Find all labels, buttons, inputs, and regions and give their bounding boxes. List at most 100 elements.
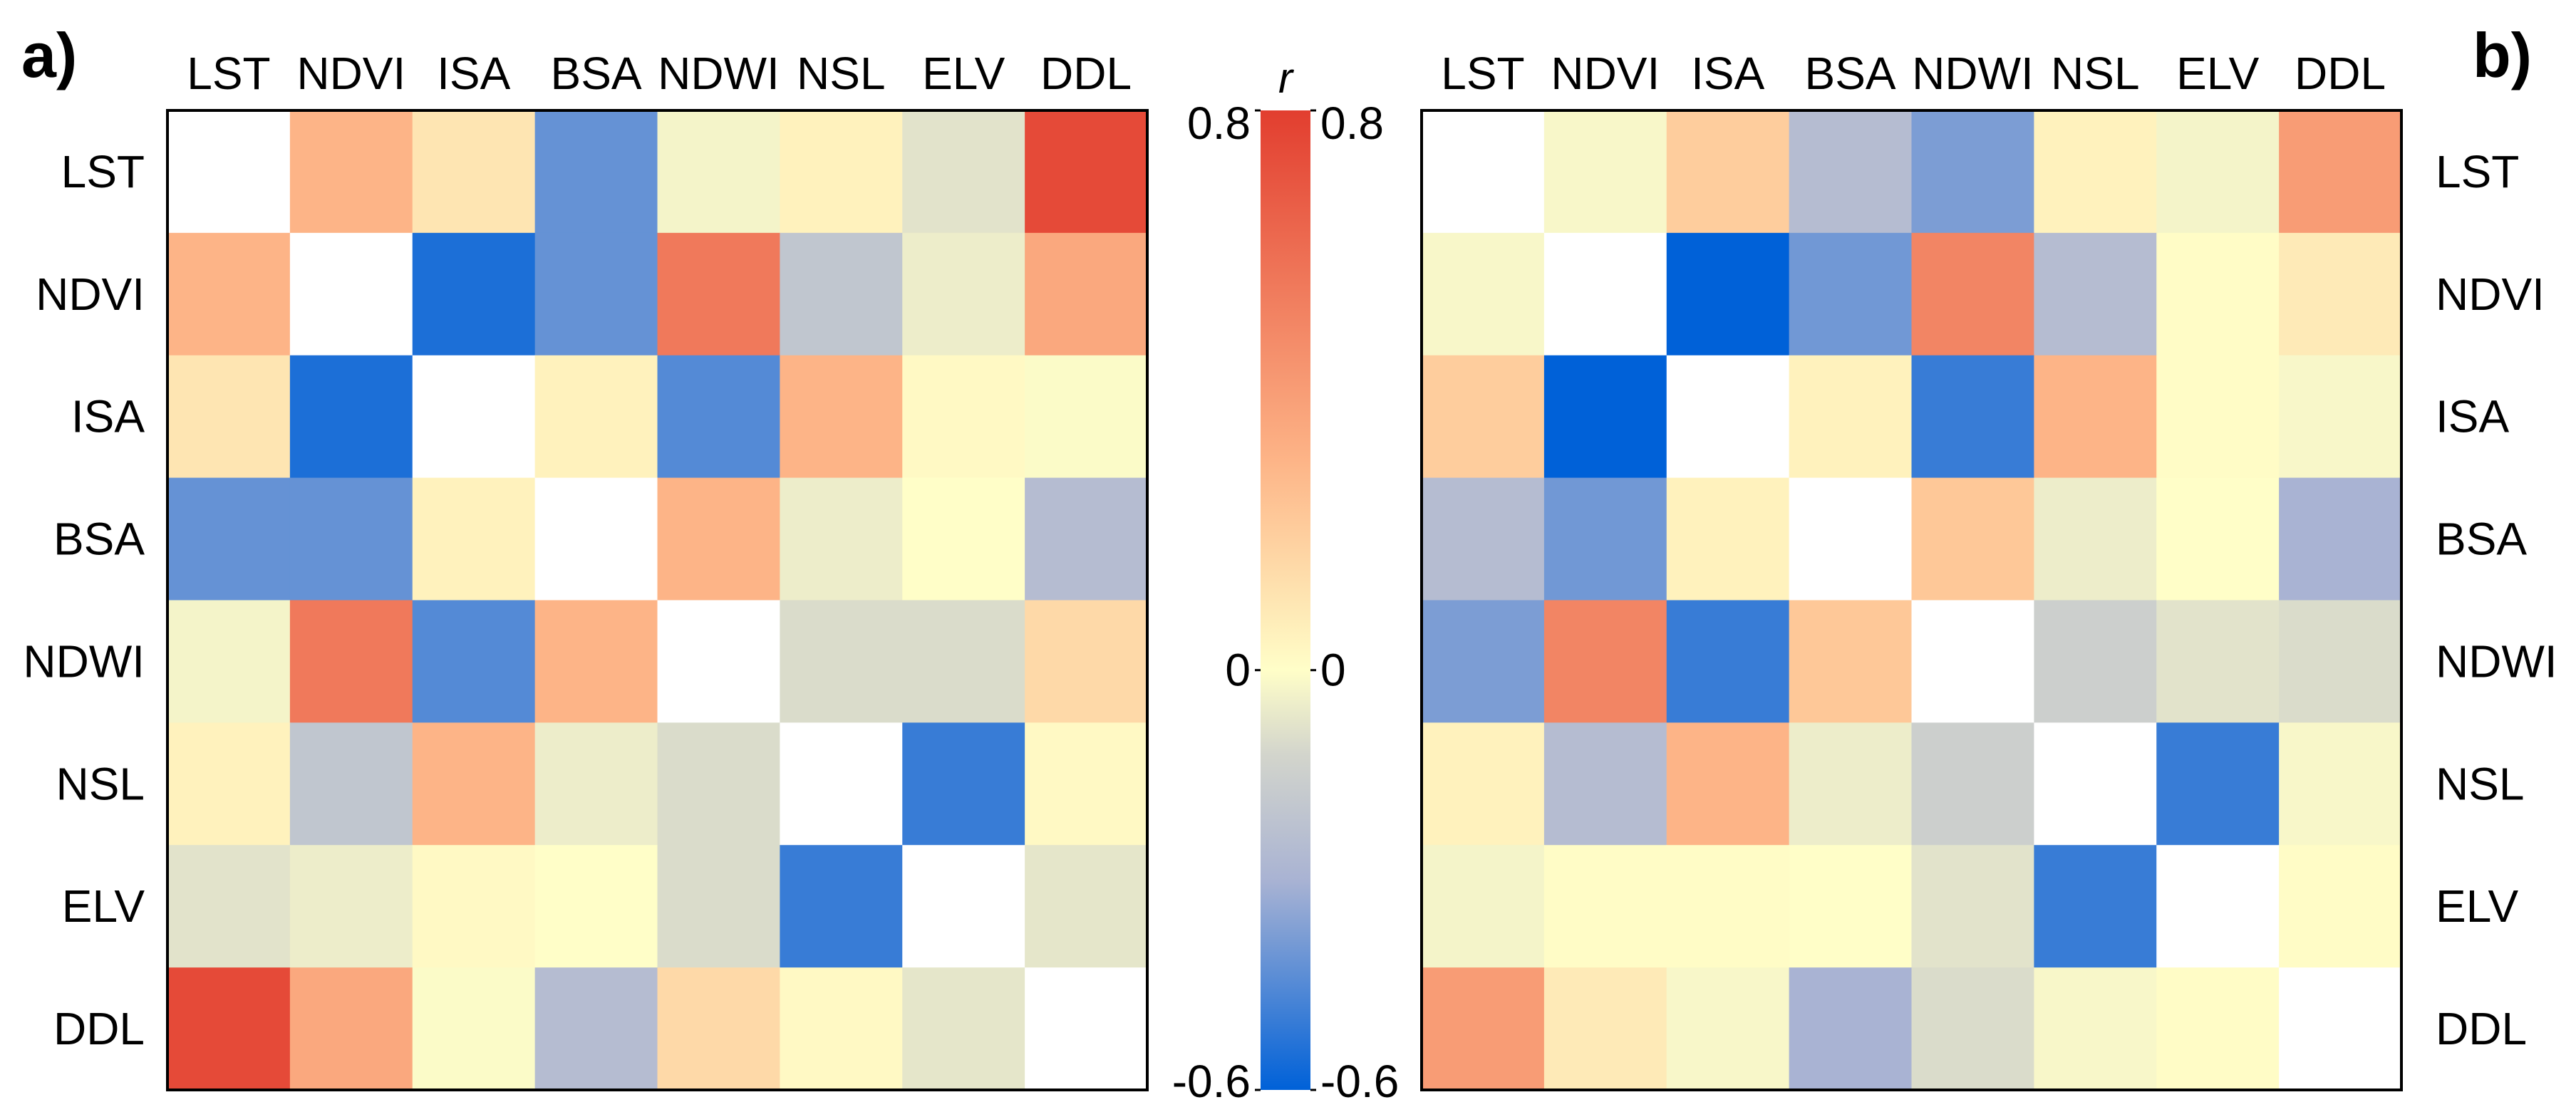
- heatmap-cell-elv-isa: [1666, 845, 1790, 968]
- colorbar-gradient: [1261, 110, 1310, 1090]
- heatmap-cell-lst-ndwi: [1911, 110, 2034, 234]
- heatmap-cell-ndwi-isa: [412, 600, 536, 723]
- heatmap-cell-lst-ddl: [2279, 110, 2402, 234]
- heatmap-cell-ndvi-ddl: [2279, 232, 2402, 356]
- heatmap-cell-bsa-isa: [412, 477, 536, 601]
- column-label-isa: ISA: [1691, 48, 1764, 99]
- heatmap-cell-ddl-bsa: [1789, 967, 1913, 1091]
- heatmap-cell-nsl-ndvi: [289, 722, 413, 846]
- heatmap-cell-elv-isa: [412, 845, 536, 968]
- heatmap-cell-ndvi-nsl: [2034, 232, 2157, 356]
- row-label-ndwi: NDWI: [23, 635, 145, 687]
- heatmap-cell-ndvi-lst: [167, 232, 291, 356]
- heatmap-a-row-labels: LST NDVI ISA BSA NDWI NSL ELV DDL: [23, 146, 145, 1054]
- heatmap-cell-ndwi-ndwi: [1911, 600, 2034, 723]
- heatmap-cell-ddl-nsl: [2034, 967, 2157, 1091]
- heatmap-cell-ndvi-elv: [2156, 232, 2280, 356]
- heatmap-cell-isa-lst: [167, 355, 291, 479]
- heatmap-cell-isa-ddl: [2279, 355, 2402, 479]
- heatmap-cell-ndvi-ndvi: [1543, 232, 1667, 356]
- heatmap-cell-lst-elv: [2156, 110, 2280, 234]
- colorbar: r 0.8 0.8 0 0 -0.6 -0.6: [1172, 54, 1400, 1107]
- column-label-lst: LST: [187, 48, 270, 99]
- row-label-bsa: BSA: [53, 514, 145, 565]
- colorbar-tick-right: 0.8: [1320, 98, 1384, 149]
- heatmap-cell-ndvi-bsa: [534, 232, 658, 356]
- row-label-lst: LST: [2436, 146, 2519, 197]
- heatmap-cell-bsa-lst: [167, 477, 291, 601]
- heatmap-cell-ndvi-bsa: [1789, 232, 1913, 356]
- heatmap-cell-nsl-lst: [1422, 722, 1545, 846]
- heatmap-cell-bsa-ddl: [1025, 477, 1148, 601]
- heatmap-cell-nsl-ddl: [2279, 722, 2402, 846]
- heatmap-cell-elv-ddl: [1025, 845, 1148, 968]
- colorbar-ticks: 0.8 0.8 0 0 -0.6 -0.6: [1172, 98, 1400, 1107]
- heatmap-cell-ndvi-isa: [412, 232, 536, 356]
- heatmap-a-column-labels: LST NDVI ISA BSA NDWI NSL ELV DDL: [187, 48, 1132, 99]
- heatmap-cell-elv-ndwi: [1911, 845, 2034, 968]
- row-label-elv: ELV: [2436, 880, 2519, 932]
- heatmap-cell-ndwi-lst: [1422, 600, 1545, 723]
- heatmap-cell-bsa-ndwi: [657, 477, 780, 601]
- heatmap-cell-elv-ndwi: [657, 845, 780, 968]
- row-label-elv: ELV: [62, 880, 145, 932]
- heatmap-cell-nsl-isa: [412, 722, 536, 846]
- heatmap-cell-ndvi-ndwi: [1911, 232, 2034, 356]
- heatmap-cell-ddl-isa: [412, 967, 536, 1091]
- column-label-ndwi: NDWI: [1912, 48, 2034, 99]
- heatmap-cell-isa-nsl: [780, 355, 903, 479]
- column-label-isa: ISA: [437, 48, 510, 99]
- row-label-ndvi: NDVI: [36, 269, 145, 320]
- heatmap-cell-lst-elv: [902, 110, 1025, 234]
- heatmap-cell-bsa-elv: [2156, 477, 2280, 601]
- row-label-ndvi: NDVI: [2436, 269, 2545, 320]
- row-label-nsl: NSL: [56, 758, 145, 809]
- heatmap-cell-elv-ddl: [2279, 845, 2402, 968]
- heatmap-cell-ndwi-ndvi: [1543, 600, 1667, 723]
- heatmap-cell-elv-elv: [2156, 845, 2280, 968]
- heatmap-cell-elv-lst: [1422, 845, 1545, 968]
- heatmap-cell-isa-elv: [902, 355, 1025, 479]
- heatmap-cell-nsl-lst: [167, 722, 291, 846]
- heatmap-cell-bsa-bsa: [534, 477, 658, 601]
- heatmap-cell-elv-nsl: [780, 845, 903, 968]
- heatmap-cell-ddl-ndvi: [1543, 967, 1667, 1091]
- heatmap-cell-ndvi-ndvi: [289, 232, 413, 356]
- heatmap-cell-bsa-elv: [902, 477, 1025, 601]
- heatmap-cell-lst-bsa: [1789, 110, 1913, 234]
- heatmap-b-cells: [1422, 110, 2402, 1091]
- heatmap-cell-bsa-ndvi: [289, 477, 413, 601]
- heatmap-cell-ndwi-ndvi: [289, 600, 413, 723]
- heatmap-cell-lst-nsl: [2034, 110, 2157, 234]
- heatmap-cell-elv-lst: [167, 845, 291, 968]
- heatmap-a-cells: [167, 110, 1148, 1091]
- heatmap-cell-bsa-ddl: [2279, 477, 2402, 601]
- colorbar-tick-left: 0.8: [1187, 98, 1251, 149]
- colorbar-tick-right: 0: [1320, 645, 1346, 696]
- row-label-isa: ISA: [71, 391, 145, 442]
- colorbar-tick-left: 0: [1225, 645, 1251, 696]
- heatmap-cell-isa-isa: [1666, 355, 1790, 479]
- heatmap-cell-ndwi-lst: [167, 600, 291, 723]
- column-label-bsa: BSA: [551, 48, 642, 99]
- heatmap-cell-ndvi-nsl: [780, 232, 903, 356]
- heatmap-cell-bsa-ndwi: [1911, 477, 2034, 601]
- panel-label-a: a): [21, 20, 77, 90]
- column-label-elv: ELV: [922, 48, 1005, 99]
- column-label-ndvi: NDVI: [296, 48, 405, 99]
- heatmap-cell-isa-ndwi: [1911, 355, 2034, 479]
- heatmap-cell-ndvi-isa: [1666, 232, 1790, 356]
- heatmap-cell-isa-isa: [412, 355, 536, 479]
- heatmap-cell-bsa-isa: [1666, 477, 1790, 601]
- heatmap-cell-nsl-ndwi: [1911, 722, 2034, 846]
- heatmap-cell-ndwi-isa: [1666, 600, 1790, 723]
- heatmap-cell-bsa-ndvi: [1543, 477, 1667, 601]
- heatmap-b-frame: [1420, 109, 2403, 1091]
- heatmap-cell-lst-isa: [1666, 110, 1790, 234]
- heatmap-cell-elv-nsl: [2034, 845, 2157, 968]
- heatmap-cell-ddl-ndwi: [657, 967, 780, 1091]
- heatmap-cell-isa-ndvi: [289, 355, 413, 479]
- heatmap-cell-lst-isa: [412, 110, 536, 234]
- heatmap-panel-b: b) LST NDVI ISA BSA NDWI NSL ELV DDL LST NDVI ISA…: [1420, 20, 2557, 1091]
- heatmap-cell-ndwi-ddl: [1025, 600, 1148, 723]
